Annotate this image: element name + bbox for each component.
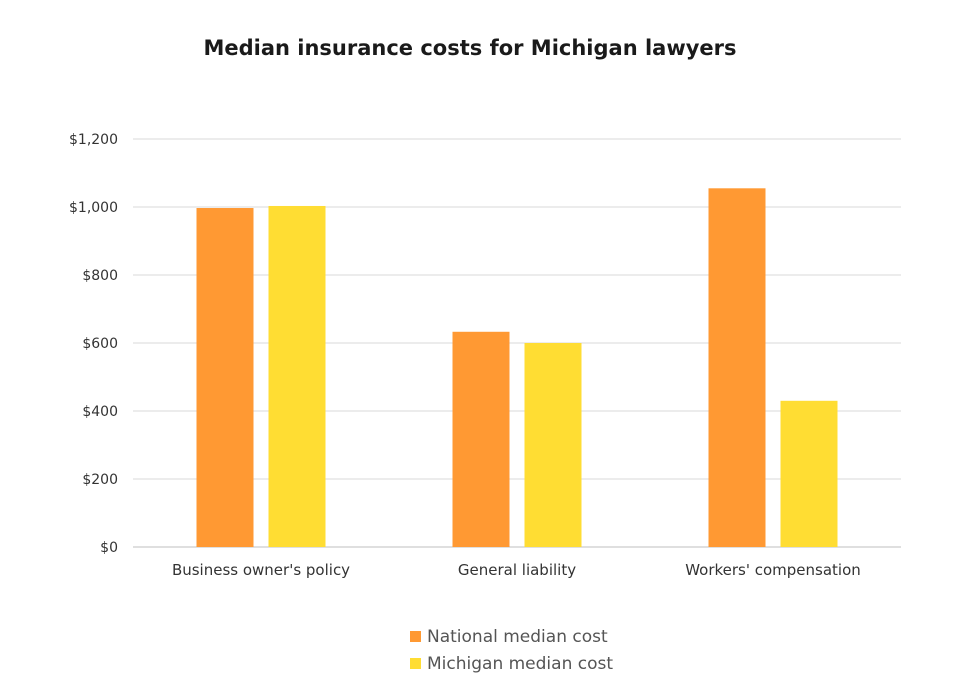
- legend-swatch: [410, 658, 421, 669]
- x-category-label: Business owner's policy: [172, 561, 350, 579]
- legend-label: Michigan median cost: [427, 654, 613, 674]
- bars: [196, 188, 838, 548]
- bar: [268, 205, 326, 548]
- x-category-label: General liability: [458, 561, 576, 579]
- y-tick-label: $800: [82, 268, 118, 284]
- bar: [452, 331, 510, 547]
- y-tick-label: $1,200: [69, 132, 118, 148]
- chart-title: Median insurance costs for Michigan lawy…: [203, 36, 736, 60]
- legend-label: National median cost: [427, 627, 608, 647]
- bar: [708, 188, 766, 548]
- y-tick-label: $1,000: [69, 200, 118, 216]
- legend: National median cost Michigan median cost: [410, 627, 613, 674]
- bar: [524, 343, 582, 547]
- gridlines: [133, 138, 901, 548]
- y-tick-label: $600: [82, 336, 118, 352]
- y-axis-tick-labels: $0 $200 $400 $600 $800 $1,000 $1,200: [69, 132, 118, 556]
- x-category-label: Workers' compensation: [685, 561, 861, 579]
- x-axis-category-labels: Business owner's policy General liability…: [172, 561, 861, 579]
- y-tick-label: $400: [82, 404, 118, 420]
- y-tick-label: $200: [82, 472, 118, 488]
- bar: [196, 208, 254, 547]
- bar: [780, 400, 838, 547]
- y-tick-label: $0: [100, 540, 118, 556]
- legend-swatch: [410, 631, 421, 642]
